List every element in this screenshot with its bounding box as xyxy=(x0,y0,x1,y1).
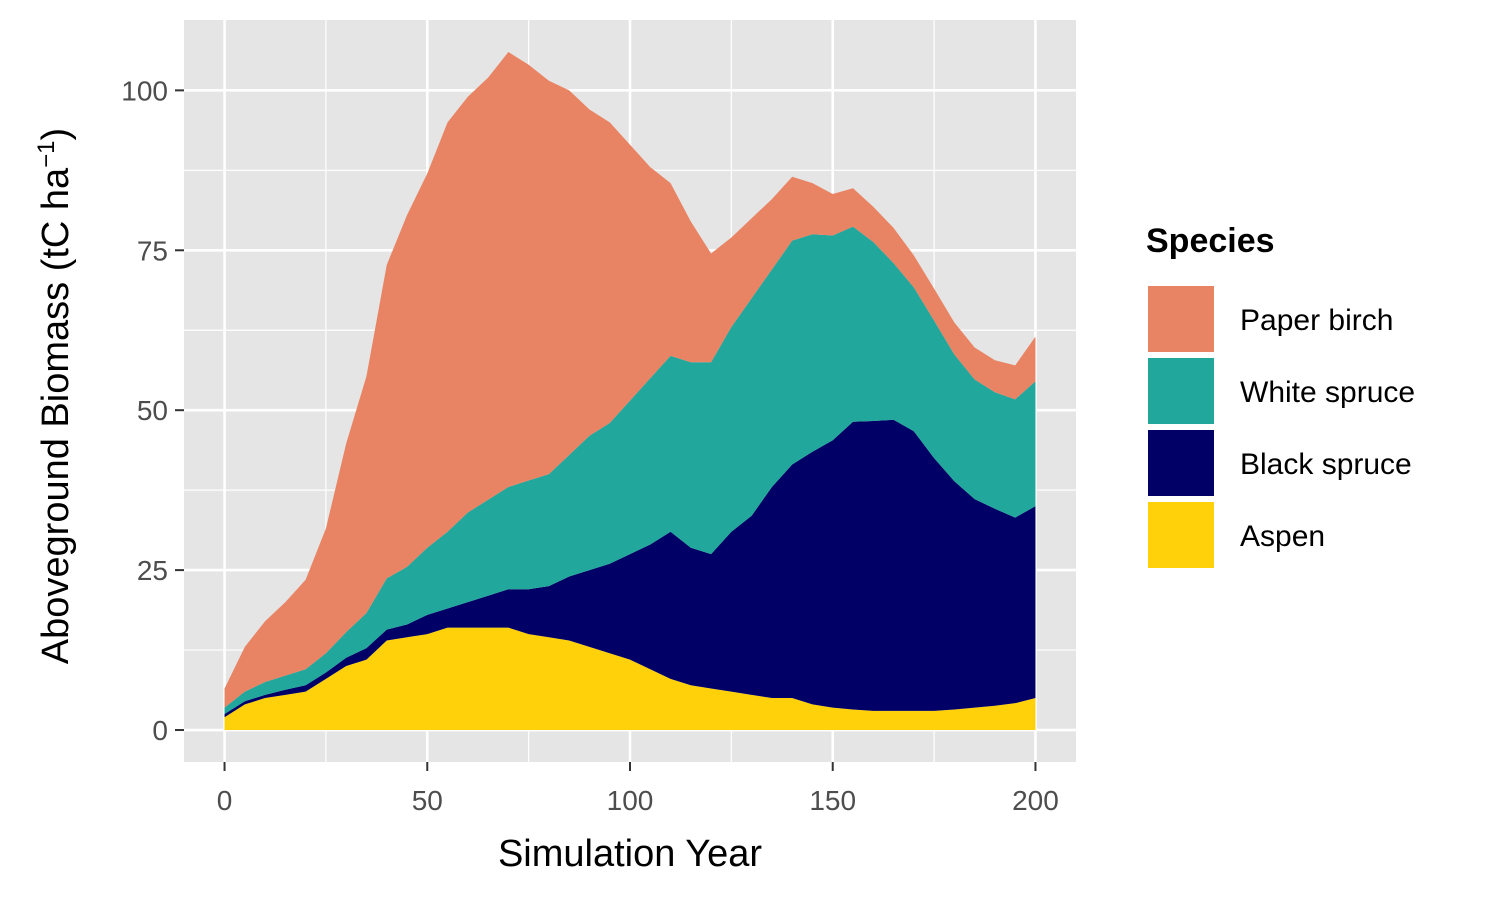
x-axis-title: Simulation Year xyxy=(498,833,762,875)
x-tick-label: 150 xyxy=(809,785,856,816)
legend-key-white-spruce xyxy=(1148,358,1214,424)
legend-key-paper-birch xyxy=(1148,286,1214,352)
area-aspen xyxy=(224,627,1036,731)
x-tick-label: 0 xyxy=(217,785,233,816)
legend-key-black-spruce xyxy=(1148,430,1214,496)
legend-key-aspen xyxy=(1148,502,1214,568)
legend-label-black-spruce: Black spruce xyxy=(1240,448,1412,481)
y-tick-label: 50 xyxy=(137,395,168,426)
legend-title: Species xyxy=(1146,222,1275,260)
y-axis-title-close: ) xyxy=(35,128,77,141)
area-black-spruce xyxy=(224,419,1036,718)
y-axis-title-main: Aboveground Biomass (tC ha xyxy=(35,167,77,664)
legend-label-white-spruce: White spruce xyxy=(1240,376,1415,409)
y-tick-label: 75 xyxy=(137,235,168,266)
y-tick-label: 100 xyxy=(121,75,168,106)
area-paper-birch xyxy=(224,51,1036,708)
y-axis-title: Aboveground Biomass (tC ha−1) xyxy=(33,128,77,664)
legend: Species Paper birch White spruce Black spr… xyxy=(1146,222,1415,568)
axes: 0 25 50 75 100 0 50 100 150 200 xyxy=(121,75,1059,816)
area-series xyxy=(224,51,1036,731)
y-axis-title-superscript: −1 xyxy=(33,140,60,167)
y-tick-label: 0 xyxy=(152,715,168,746)
legend-label-aspen: Aspen xyxy=(1240,520,1325,553)
x-tick-label: 50 xyxy=(412,785,443,816)
legend-label-paper-birch: Paper birch xyxy=(1240,304,1393,337)
x-tick-label: 200 xyxy=(1012,785,1059,816)
x-tick-label: 100 xyxy=(607,785,654,816)
y-tick-label: 25 xyxy=(137,555,168,586)
area-white-spruce xyxy=(224,226,1036,715)
